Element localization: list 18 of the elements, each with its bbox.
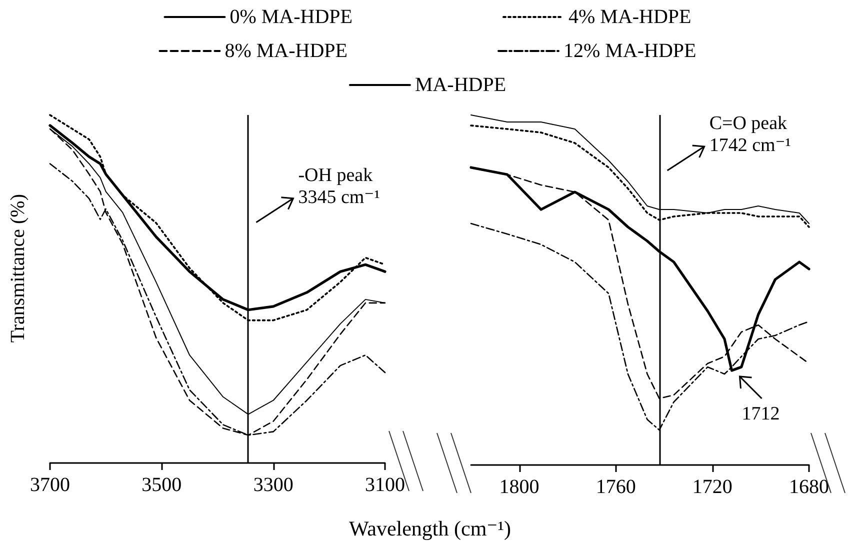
x-axis-title: Wavelength (cm⁻¹) (348, 516, 512, 540)
x-tick-label: 3300 (253, 474, 294, 496)
x-tick-label: 1760 (596, 476, 636, 498)
annotation: C=O peak 1742 cm⁻¹ (709, 113, 792, 156)
x-tick-label: 1680 (789, 476, 829, 498)
legend-label: MA-HDPE (414, 74, 506, 96)
x-tick-label: 1720 (692, 476, 732, 498)
y-axis-title: Transmittance (%) (7, 194, 29, 343)
legend-label: 4% MA-HDPE (568, 6, 692, 28)
x-tick-label: 1800 (499, 476, 540, 498)
x-tick-label: 3500 (142, 474, 182, 496)
x-tick-label: 3700 (30, 474, 70, 496)
annotation: -OH peak 3345 cm⁻¹ (298, 164, 380, 208)
x-tick-label: 3100 (365, 474, 405, 496)
legend-label: 12% MA-HDPE (564, 40, 696, 62)
annotation: 1712 (742, 404, 780, 424)
legend-label: 0% MA-HDPE (230, 6, 353, 28)
legend-label: 8% MA-HDPE (224, 40, 348, 62)
